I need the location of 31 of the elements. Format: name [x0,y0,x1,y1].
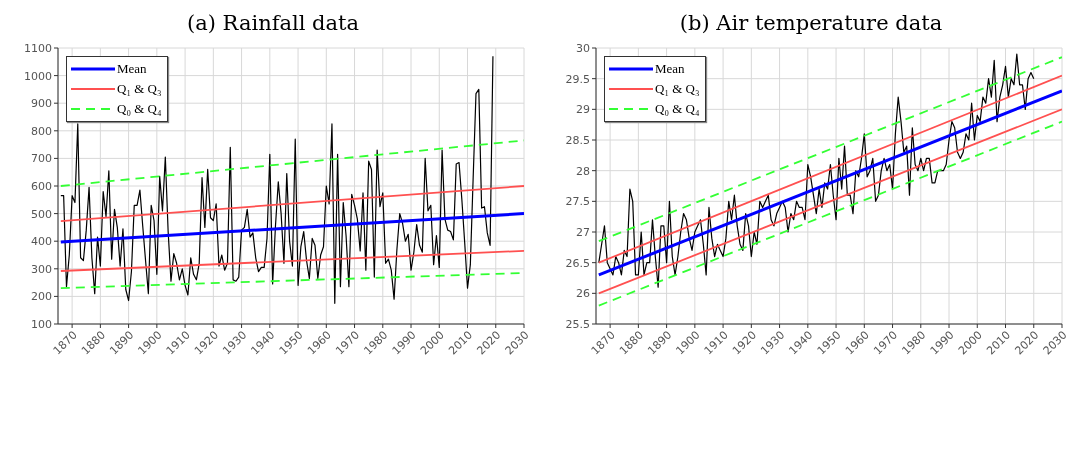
y-tick-label: 300 [31,262,52,276]
y-tick-label: 1000 [24,69,52,83]
y-tick-label: 29.5 [565,72,590,86]
y-tick-label: 800 [31,124,52,138]
y-tick-label: 27.5 [565,195,590,209]
y-tick-label: 900 [31,97,52,111]
y-tick-label: 30 [576,41,590,55]
legend-label: Mean [117,61,147,77]
line-series [60,55,494,304]
chart-title: (b) Air temperature data [678,10,944,37]
y-tick-label: 26 [576,287,590,301]
y-tick-label: 600 [31,179,52,193]
y-tick-label: 28 [576,164,590,178]
y-tick-label: 27 [576,225,590,239]
y-tick-label: 200 [31,290,52,304]
y-tick-label: 26.5 [565,256,590,270]
y-tick-label: 500 [31,207,52,221]
legend-label: Q₁ & Q₃ [117,81,162,97]
y-tick-label: 400 [31,235,52,249]
legend-label: Q₀ & Q₄ [117,101,162,117]
y-tick-label: 700 [31,152,52,166]
y-tick-label: 29 [576,103,590,117]
y-tick-label: 1100 [24,41,52,55]
y-tick-label: 100 [31,317,52,331]
chart-title: (a) Rainfall data [186,10,360,37]
legend-label: Q₁ & Q₃ [655,81,700,97]
legend-label: Q₀ & Q₄ [655,101,700,117]
y-tick-label: 28.5 [565,133,590,147]
y-tick-label: 25.5 [565,317,590,331]
legend-label: Mean [655,61,685,77]
line-series [598,53,1035,288]
